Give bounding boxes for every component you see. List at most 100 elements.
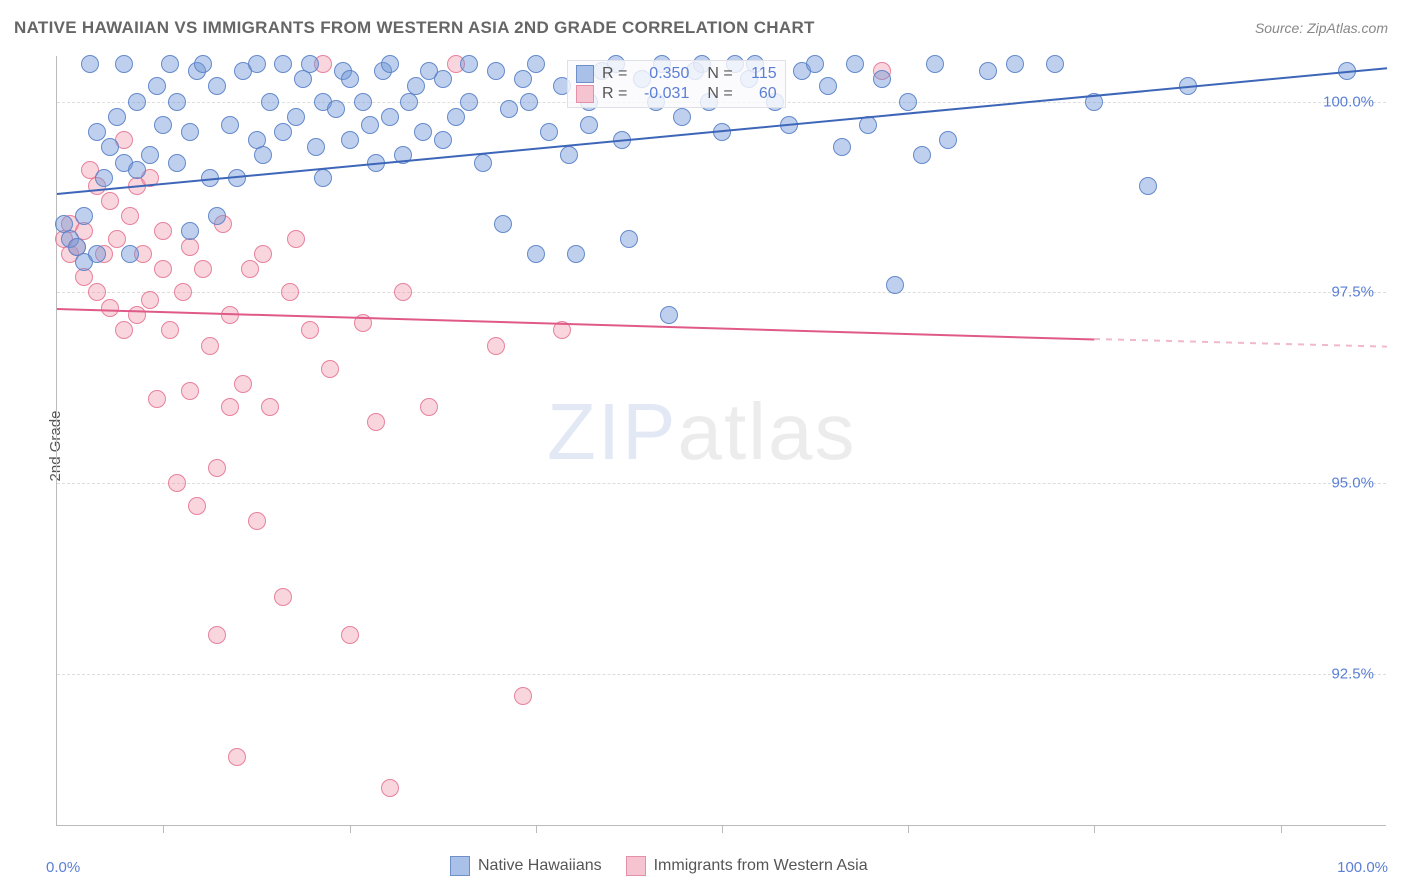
data-point — [168, 93, 186, 111]
data-point — [228, 748, 246, 766]
data-point — [434, 131, 452, 149]
data-point — [208, 207, 226, 225]
data-point — [394, 283, 412, 301]
xtick-mark — [536, 825, 537, 833]
xaxis-left-label: 0.0% — [46, 859, 80, 876]
data-point — [141, 291, 159, 309]
data-point — [254, 245, 272, 263]
data-point — [221, 398, 239, 416]
data-point — [221, 116, 239, 134]
data-point — [161, 55, 179, 73]
gridline-h — [57, 292, 1386, 293]
data-point — [381, 108, 399, 126]
data-point — [420, 398, 438, 416]
data-point — [148, 390, 166, 408]
data-point — [154, 260, 172, 278]
data-point — [1006, 55, 1024, 73]
data-point — [361, 116, 379, 134]
watermark-atlas: atlas — [677, 387, 856, 476]
data-point — [660, 306, 678, 324]
data-point — [88, 123, 106, 141]
data-point — [101, 192, 119, 210]
legend-item-b: Immigrants from Western Asia — [626, 856, 868, 876]
plot-area: ZIPatlas 92.5%95.0%97.5%100.0%R =0.350N … — [56, 56, 1386, 826]
data-point — [926, 55, 944, 73]
data-point — [188, 497, 206, 515]
xtick-mark — [908, 825, 909, 833]
data-point — [154, 222, 172, 240]
ytick-label: 100.0% — [1323, 93, 1374, 110]
data-point — [673, 108, 691, 126]
data-point — [95, 169, 113, 187]
n-value: 115 — [741, 65, 777, 83]
data-point — [201, 337, 219, 355]
legend-item-a: Native Hawaiians — [450, 856, 602, 876]
data-point — [434, 70, 452, 88]
data-point — [181, 222, 199, 240]
data-point — [194, 260, 212, 278]
data-point — [141, 146, 159, 164]
data-point — [121, 245, 139, 263]
n-value: 60 — [741, 85, 777, 103]
data-point — [487, 62, 505, 80]
legend-swatch — [576, 65, 594, 83]
data-point — [234, 375, 252, 393]
data-point — [128, 306, 146, 324]
data-point — [281, 283, 299, 301]
legend-swatch-a — [450, 856, 470, 876]
gridline-h — [57, 674, 1386, 675]
data-point — [460, 55, 478, 73]
xtick-mark — [1094, 825, 1095, 833]
r-value: 0.350 — [635, 65, 689, 83]
data-point — [846, 55, 864, 73]
trend-line — [1094, 338, 1387, 348]
legend-label-a: Native Hawaiians — [478, 857, 602, 875]
data-point — [414, 123, 432, 141]
data-point — [121, 207, 139, 225]
data-point — [381, 779, 399, 797]
xtick-mark — [350, 825, 351, 833]
data-point — [261, 398, 279, 416]
data-point — [520, 93, 538, 111]
data-point — [487, 337, 505, 355]
data-point — [494, 215, 512, 233]
data-point — [168, 154, 186, 172]
data-point — [460, 93, 478, 111]
data-point — [208, 459, 226, 477]
data-point — [886, 276, 904, 294]
data-point — [81, 55, 99, 73]
data-point — [248, 55, 266, 73]
source-label: Source: ZipAtlas.com — [1255, 20, 1388, 36]
legend-label-b: Immigrants from Western Asia — [654, 857, 868, 875]
data-point — [833, 138, 851, 156]
data-point — [327, 100, 345, 118]
data-point — [128, 161, 146, 179]
data-point — [101, 138, 119, 156]
data-point — [115, 321, 133, 339]
data-point — [307, 138, 325, 156]
data-point — [979, 62, 997, 80]
data-point — [527, 55, 545, 73]
data-point — [819, 77, 837, 95]
r-label: R = — [602, 85, 627, 103]
data-point — [208, 77, 226, 95]
data-point — [367, 413, 385, 431]
ytick-label: 95.0% — [1331, 474, 1374, 491]
data-point — [873, 70, 891, 88]
chart-container: NATIVE HAWAIIAN VS IMMIGRANTS FROM WESTE… — [0, 0, 1406, 892]
data-point — [341, 626, 359, 644]
data-point — [500, 100, 518, 118]
correlation-legend-row: R =-0.031N =60 — [576, 85, 777, 103]
xtick-mark — [163, 825, 164, 833]
data-point — [254, 146, 272, 164]
data-point — [181, 382, 199, 400]
correlation-legend: R =0.350N =115R =-0.031N =60 — [567, 60, 786, 108]
data-point — [514, 687, 532, 705]
data-point — [314, 169, 332, 187]
data-point — [341, 131, 359, 149]
data-point — [274, 55, 292, 73]
data-point — [806, 55, 824, 73]
data-point — [241, 260, 259, 278]
data-point — [620, 230, 638, 248]
xaxis-right-label: 100.0% — [1337, 859, 1388, 876]
